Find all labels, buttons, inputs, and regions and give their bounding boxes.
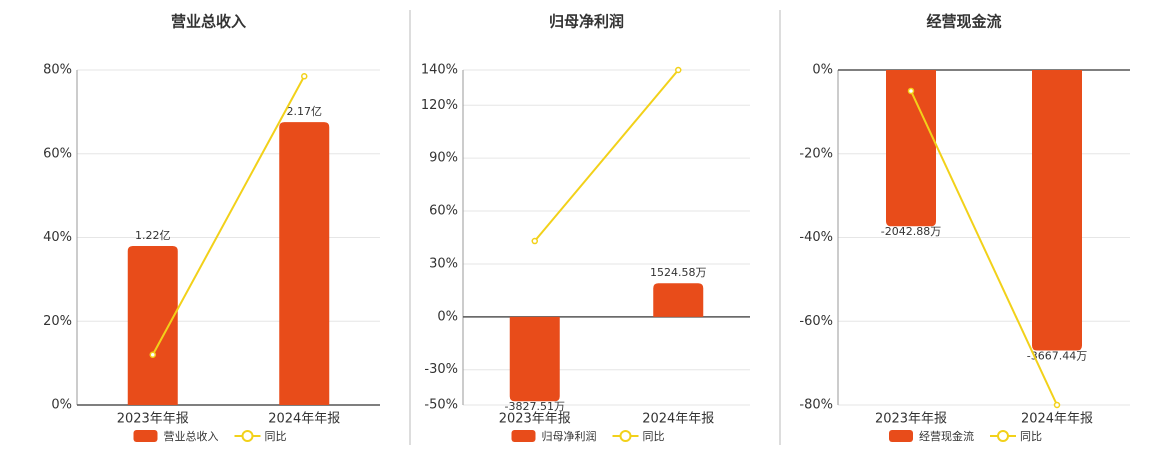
y-tick-label: -80% — [799, 398, 833, 413]
legend-label: 营业总收入 — [164, 429, 219, 443]
y-tick-label: 60% — [429, 204, 458, 219]
y-tick-label: -60% — [799, 314, 833, 329]
y-tick-label: 20% — [43, 314, 72, 329]
chart-title: 归母净利润 — [549, 13, 624, 31]
value-label: 2.17亿 — [287, 105, 323, 118]
y-tick-label: 60% — [43, 146, 72, 161]
legend-swatch — [997, 430, 1009, 442]
x-tick-label: 2023年年报 — [499, 412, 571, 427]
y-tick-label: 90% — [429, 151, 458, 166]
line-point — [149, 351, 156, 358]
x-tick-label: 2023年年报 — [117, 412, 189, 427]
y-tick-label: 0% — [437, 309, 458, 324]
x-tick-label: 2023年年报 — [875, 412, 947, 427]
legend-swatch — [133, 430, 158, 442]
y-tick-label: -30% — [424, 362, 458, 377]
bar — [509, 316, 560, 402]
bar — [886, 70, 936, 227]
y-tick-label: 80% — [43, 63, 72, 78]
legend-label: 经营现金流 — [919, 429, 974, 443]
bar — [127, 245, 178, 405]
value-label: 1524.58万 — [650, 266, 707, 279]
x-tick-label: 2024年年报 — [268, 412, 340, 427]
legend-swatch — [511, 430, 536, 442]
line — [910, 90, 1058, 406]
value-label: 1.22亿 — [135, 229, 171, 242]
legend-label: 同比 — [643, 430, 665, 443]
legend-swatch — [241, 430, 254, 442]
line-point — [1053, 401, 1061, 409]
line-point — [301, 73, 308, 80]
x-tick-label: 2024年年报 — [642, 412, 714, 427]
legend-label: 归母净利润 — [542, 429, 597, 443]
y-tick-label: 40% — [43, 230, 72, 245]
line — [151, 75, 306, 356]
line-point — [907, 87, 915, 95]
legend-label: 同比 — [1020, 430, 1042, 443]
x-tick-label: 2024年年报 — [1021, 412, 1093, 427]
legend-swatch — [889, 430, 913, 442]
line — [533, 69, 680, 242]
y-tick-label: 30% — [429, 256, 458, 271]
chart-title: 营业总收入 — [171, 13, 246, 31]
bar — [279, 122, 330, 405]
y-tick-label: 0% — [51, 398, 72, 413]
value-label: -2042.88万 — [881, 225, 941, 238]
bar — [1032, 70, 1082, 351]
legend-label: 同比 — [265, 430, 287, 443]
y-tick-label: 140% — [421, 63, 458, 78]
value-label: -3827.51万 — [505, 400, 565, 413]
bar — [653, 283, 704, 317]
legend-swatch — [619, 430, 632, 442]
value-label: -3667.44万 — [1027, 350, 1087, 363]
line-point — [675, 66, 682, 74]
chart-title: 经营现金流 — [926, 13, 1001, 31]
y-tick-label: -50% — [424, 398, 458, 413]
y-tick-label: -40% — [799, 230, 833, 245]
y-tick-label: -20% — [799, 146, 833, 161]
y-tick-label: 0% — [812, 63, 833, 78]
line-point — [531, 237, 538, 245]
y-tick-label: 120% — [421, 98, 458, 113]
